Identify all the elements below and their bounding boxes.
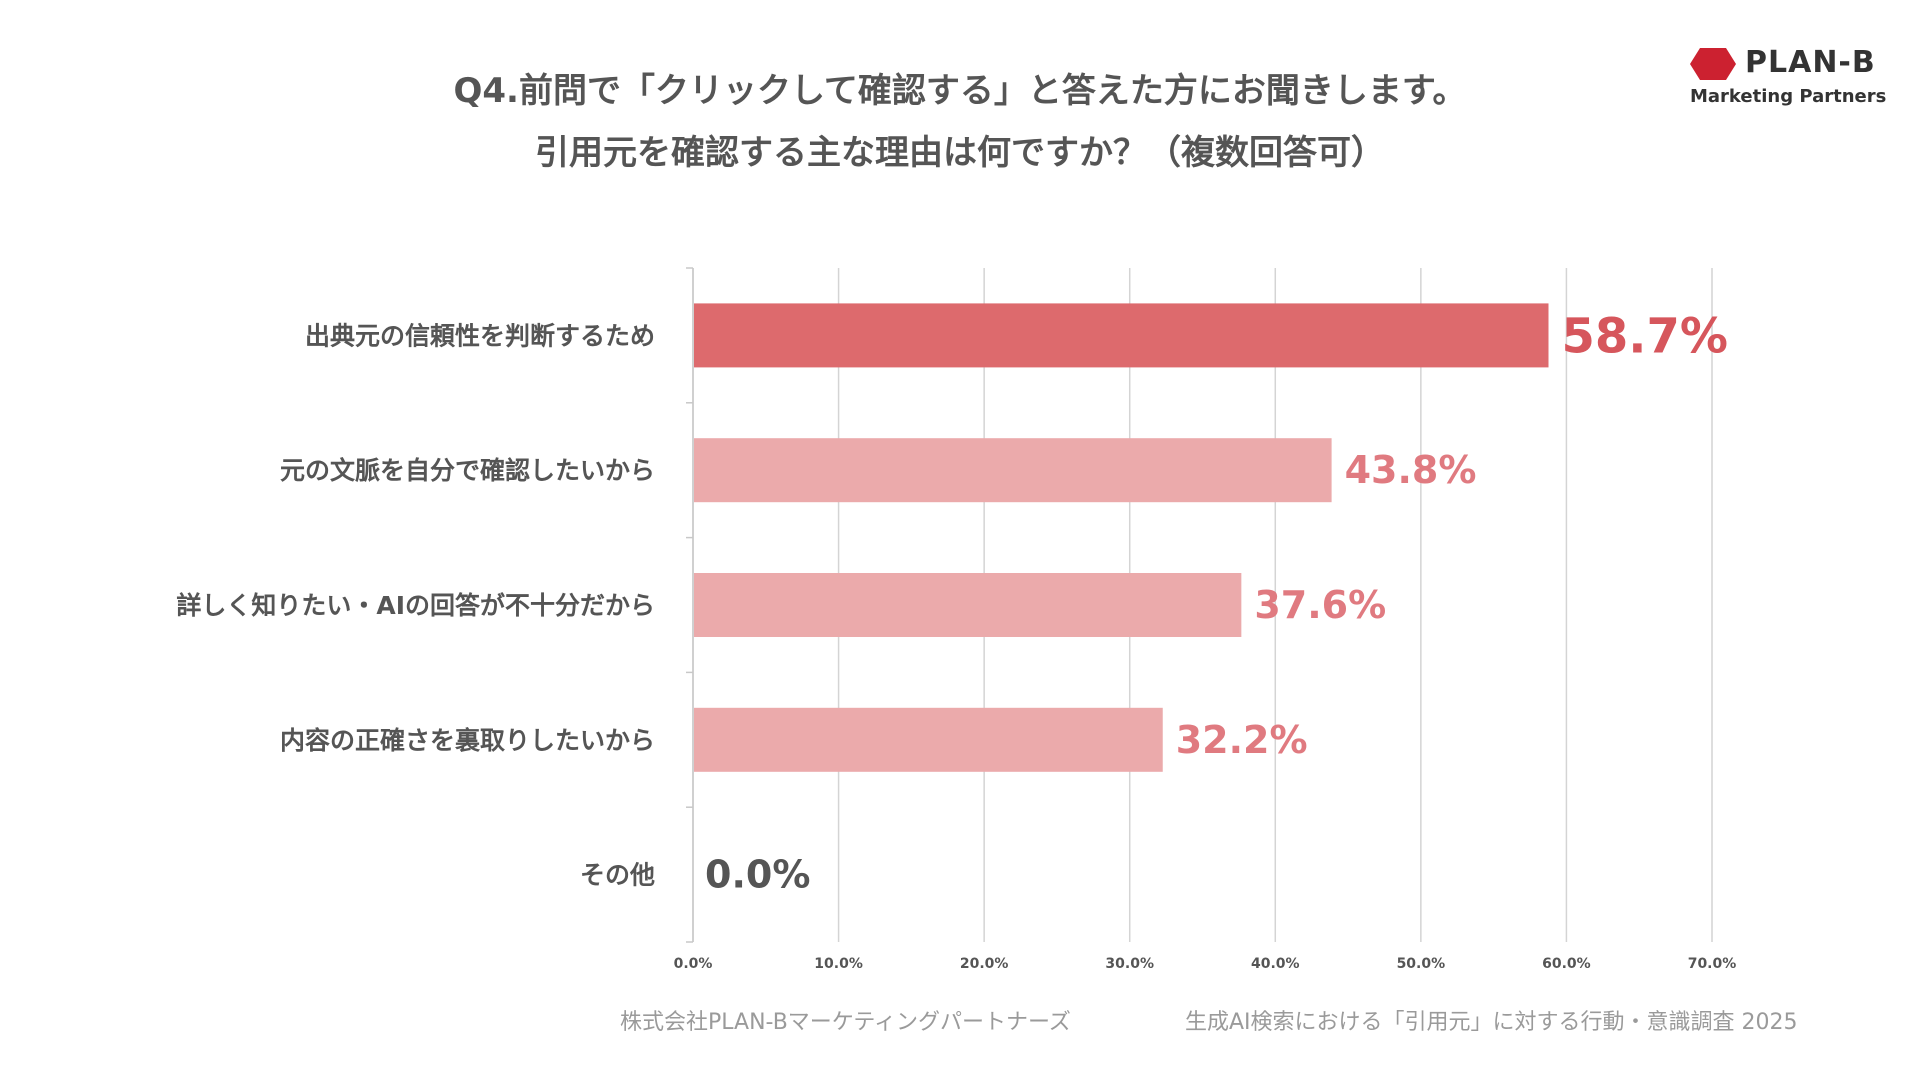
footer-survey-title: 生成AI検索における「引用元」に対する行動・意識調査 2025	[1185, 1010, 1798, 1035]
x-tick-label: 60.0%	[1542, 956, 1591, 972]
logo-subtitle: Marketing Partners	[1690, 86, 1887, 107]
value-label: 43.8%	[1345, 448, 1477, 492]
value-label: 58.7%	[1562, 308, 1729, 364]
footer-company: 株式会社PLAN-Bマーケティングパートナーズ	[620, 1010, 1071, 1035]
x-tick-label: 0.0%	[674, 956, 713, 972]
chart-title-line1: Q4.前問で「クリックして確認する」と答えた方にお聞きします。	[453, 71, 1467, 111]
category-label: 内容の正確さを裏取りしたいから	[280, 726, 655, 755]
bar	[694, 303, 1549, 368]
x-tick-label: 20.0%	[960, 956, 1009, 972]
bar	[694, 573, 1242, 637]
x-tick-label: 30.0%	[1105, 956, 1154, 972]
category-label: 元の文脈を自分で確認したいから	[280, 456, 655, 485]
labels: 0.0% 10.0% 20.0% 30.0% 40.0% 50.0% 60.0% 70.0% 出…	[176, 308, 1736, 972]
chart-title-line2: 引用元を確認する主な理由は何ですか？（複数回答可）	[535, 133, 1385, 173]
x-tick-label: 10.0%	[814, 956, 863, 972]
value-label: 37.6%	[1254, 583, 1386, 627]
value-label: 0.0%	[705, 853, 810, 897]
brand-logo: PLAN-B Marketing Partners	[1690, 46, 1890, 112]
x-tick-label: 70.0%	[1688, 956, 1737, 972]
category-label: 詳しく知りたい・AIの回答が不十分だから	[176, 591, 655, 620]
x-tick-label: 40.0%	[1251, 956, 1300, 972]
logo-name: PLAN-B	[1745, 45, 1876, 80]
bar	[694, 438, 1332, 503]
value-label: 32.2%	[1176, 718, 1308, 762]
bar-chart: 0.0% 10.0% 20.0% 30.0% 40.0% 50.0% 60.0% 70.0% 出…	[176, 267, 1736, 972]
bars	[694, 303, 1549, 772]
plan-b-logo-icon	[1690, 48, 1736, 80]
category-label: 出典元の信頼性を判断するため	[305, 321, 655, 350]
category-label: その他	[580, 861, 655, 890]
x-tick-label: 50.0%	[1397, 956, 1446, 972]
bar	[694, 707, 1163, 772]
